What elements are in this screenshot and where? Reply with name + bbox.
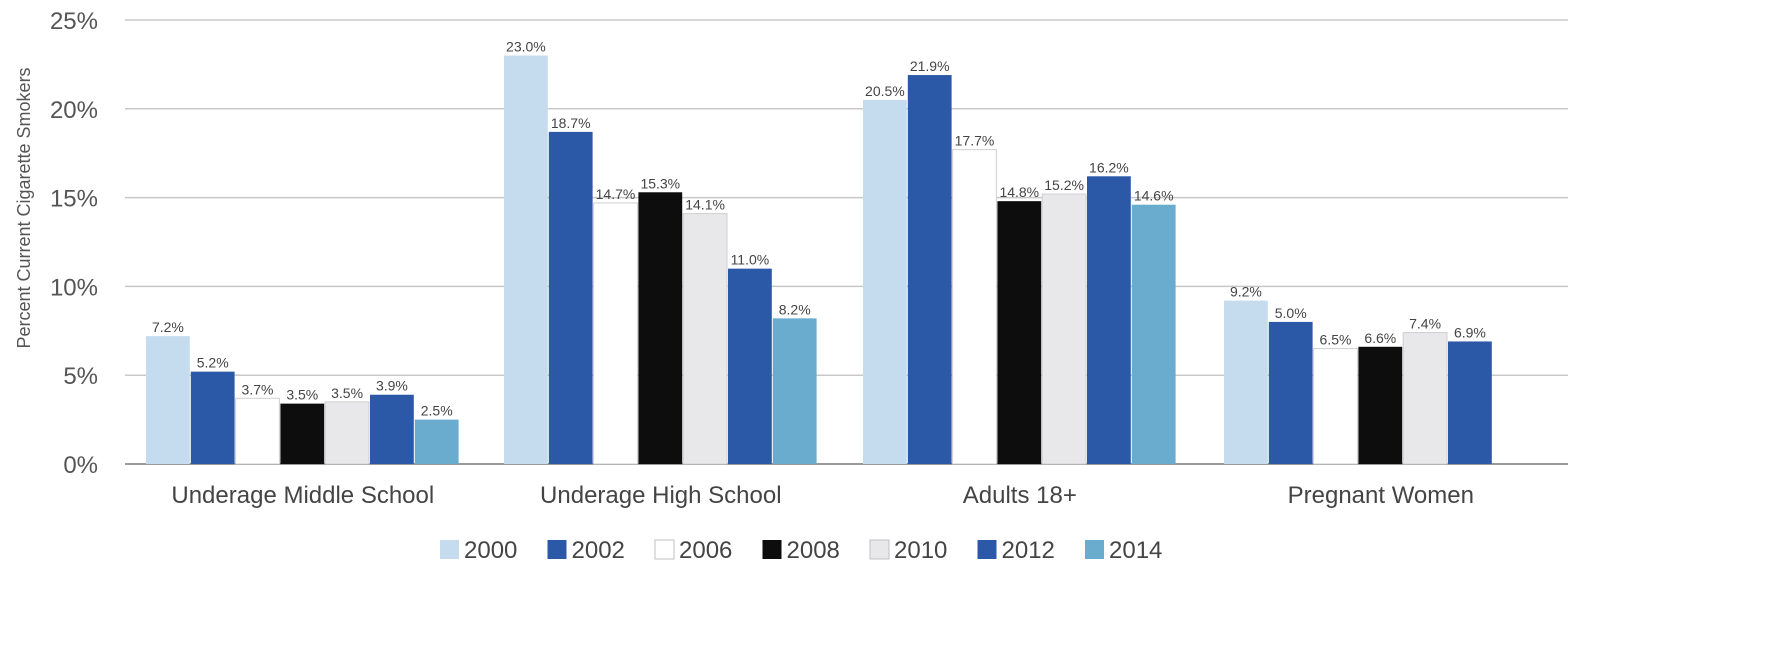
legend-swatch — [977, 540, 997, 559]
x-axis-category-labels: Underage Middle School Underage High Scho… — [171, 482, 1474, 509]
bar — [1313, 348, 1358, 465]
x-category-label: Underage High School — [540, 482, 782, 509]
data-label: 23.0% — [506, 39, 546, 55]
x-category-label: Underage Middle School — [171, 482, 434, 509]
legend-swatch — [1085, 540, 1104, 559]
legend-label: 2002 — [572, 537, 625, 564]
data-label: 20.5% — [865, 83, 905, 99]
bar — [593, 202, 638, 465]
legend-swatch — [869, 539, 890, 560]
y-tick-label: 10% — [50, 274, 98, 301]
data-label: 6.9% — [1454, 324, 1486, 340]
data-label: 17.7% — [955, 133, 995, 149]
bar — [952, 149, 997, 465]
y-axis-ticks: 0% 5% 10% 15% 20% 25% — [50, 8, 98, 479]
data-label: 6.6% — [1364, 330, 1396, 346]
legend-swatch — [654, 539, 675, 560]
bar — [235, 397, 280, 465]
bar — [863, 99, 907, 465]
data-label: 15.3% — [640, 175, 680, 191]
data-label: 6.5% — [1320, 332, 1352, 348]
y-axis-label: Percent Current Cigarette Smokers — [14, 67, 34, 348]
bar — [1402, 332, 1448, 465]
data-label: 5.2% — [197, 355, 229, 371]
data-label: 5.0% — [1275, 305, 1307, 321]
bar — [324, 401, 370, 465]
bar — [190, 371, 235, 464]
legend-label: 2014 — [1109, 537, 1162, 564]
bar — [1224, 300, 1268, 464]
data-label: 3.5% — [331, 385, 363, 401]
bar — [1087, 176, 1131, 464]
bar — [1268, 321, 1313, 464]
data-label: 7.4% — [1409, 316, 1441, 332]
y-tick-label: 15% — [50, 186, 98, 213]
legend-label: 2012 — [1002, 537, 1055, 564]
bar — [1131, 204, 1176, 465]
bar — [1358, 346, 1403, 464]
bar — [728, 268, 772, 464]
data-label: 15.2% — [1044, 177, 1084, 193]
data-label: 2.5% — [421, 403, 453, 419]
legend-swatch — [762, 540, 782, 559]
legend-label: 2000 — [464, 537, 517, 564]
bar — [504, 55, 548, 465]
data-label: 3.7% — [242, 381, 274, 397]
y-tick-label: 5% — [63, 363, 98, 390]
data-label: 14.6% — [1134, 188, 1174, 204]
y-tick-label: 25% — [50, 8, 98, 35]
bar — [907, 75, 952, 464]
bar — [772, 318, 817, 464]
data-label: 3.9% — [376, 378, 408, 394]
data-labels: 7.2% 23.0% 20.5% 9.2% 5.2% 18.7% 21.9% 5.0% 3.7%… — [152, 39, 1486, 419]
legend-label: 2006 — [679, 537, 732, 564]
x-category-label: Adults 18+ — [963, 482, 1077, 509]
data-label: 21.9% — [910, 58, 950, 74]
bar — [997, 201, 1042, 465]
data-label: 9.2% — [1230, 284, 1262, 300]
bar — [638, 192, 683, 464]
legend-label: 2010 — [894, 537, 947, 564]
bar — [370, 394, 414, 464]
legend-swatch — [547, 540, 567, 559]
bar — [414, 419, 459, 464]
data-label: 14.7% — [596, 186, 636, 202]
data-label: 14.8% — [999, 184, 1039, 200]
bar — [548, 131, 593, 464]
legend: 2000 2002 2006 2008 2010 2012 2014 — [440, 537, 1162, 564]
data-label: 7.2% — [152, 319, 184, 335]
bar — [146, 336, 190, 464]
y-tick-label: 20% — [50, 97, 98, 124]
bar — [1041, 193, 1087, 465]
bar — [280, 403, 325, 464]
x-category-label: Pregnant Women — [1288, 482, 1474, 509]
data-label: 14.1% — [685, 197, 725, 213]
data-label: 16.2% — [1089, 159, 1129, 175]
data-label: 8.2% — [779, 301, 811, 317]
y-tick-label: 0% — [63, 452, 98, 479]
data-label: 11.0% — [731, 252, 770, 268]
bar — [682, 213, 728, 465]
data-label: 18.7% — [551, 115, 591, 131]
legend-swatch — [440, 540, 459, 559]
legend-label: 2008 — [787, 537, 840, 564]
bars — [146, 55, 1492, 465]
bar — [1448, 341, 1492, 464]
data-label: 3.5% — [286, 387, 318, 403]
